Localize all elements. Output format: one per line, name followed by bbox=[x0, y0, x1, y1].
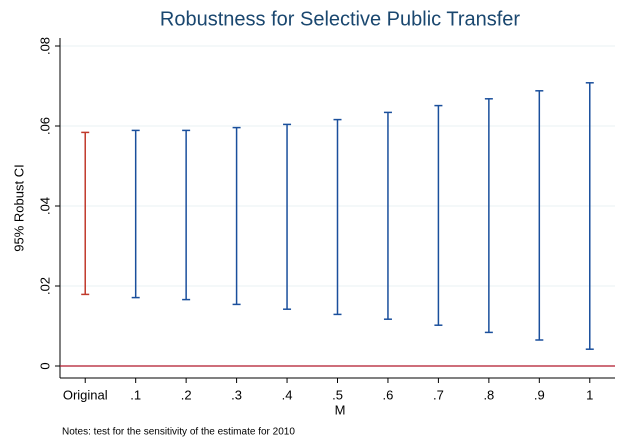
x-tick-label: .5 bbox=[332, 387, 343, 402]
x-tick-label: .9 bbox=[534, 387, 545, 402]
x-tick-label: .7 bbox=[433, 387, 444, 402]
x-tick-label: 1 bbox=[586, 387, 593, 402]
y-tick-label: .06 bbox=[37, 117, 52, 135]
x-tick-label: .6 bbox=[383, 387, 394, 402]
y-tick-label: .08 bbox=[37, 37, 52, 55]
y-axis-label: 95% Robust CI bbox=[11, 164, 26, 251]
x-axis-label: M bbox=[335, 402, 346, 417]
chart-title: Robustness for Selective Public Transfer bbox=[160, 8, 521, 30]
x-tick-label: Original bbox=[63, 387, 108, 402]
y-tick-label: 0 bbox=[37, 362, 52, 369]
x-tick-label: .8 bbox=[483, 387, 494, 402]
y-tick-label: .04 bbox=[37, 197, 52, 215]
x-tick-label: .1 bbox=[130, 387, 141, 402]
x-tick-label: .4 bbox=[282, 387, 293, 402]
y-tick-label: .02 bbox=[37, 277, 52, 295]
x-tick-label: .3 bbox=[231, 387, 242, 402]
x-tick-label: .2 bbox=[181, 387, 192, 402]
note: Notes: test for the sensitivity of the e… bbox=[62, 427, 295, 438]
